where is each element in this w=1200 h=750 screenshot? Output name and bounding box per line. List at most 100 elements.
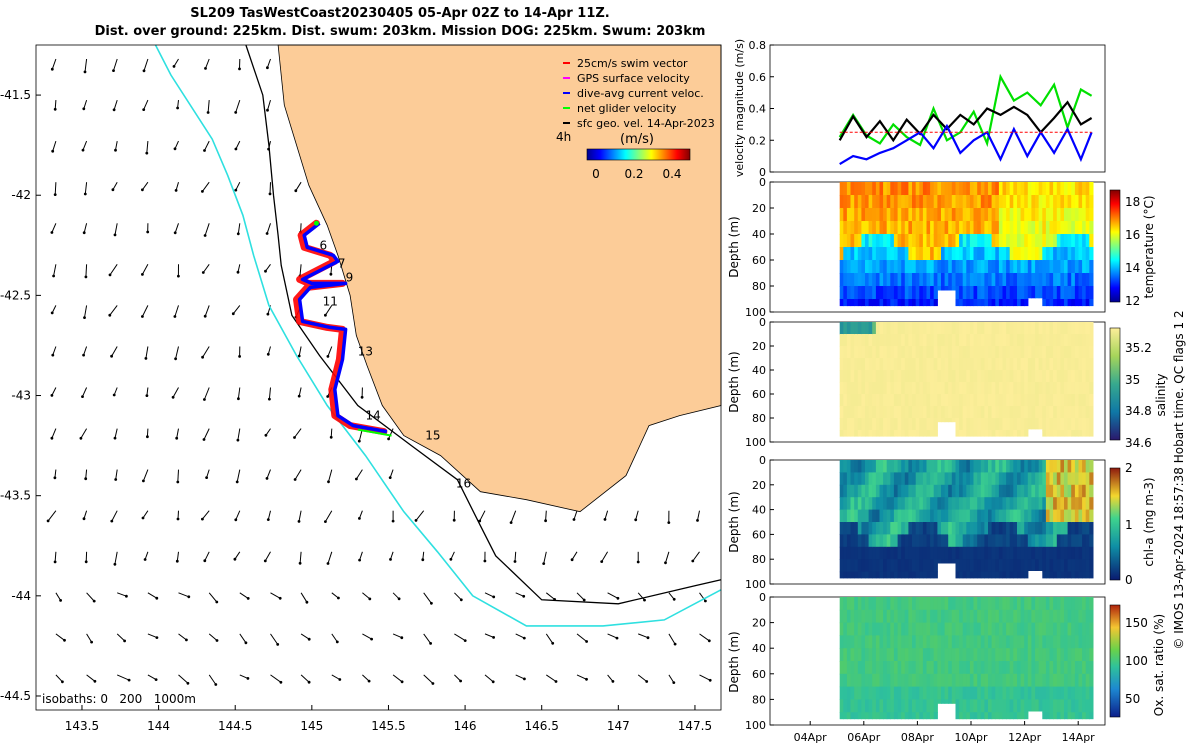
heatmap-cell: [988, 460, 993, 473]
heatmap-cell: [926, 635, 931, 649]
heatmap-cell: [875, 370, 881, 383]
heatmap-cell: [1035, 247, 1040, 261]
current-arrow: [111, 346, 118, 357]
heatmap-cell: [861, 635, 866, 649]
current-arrow-head: [297, 520, 301, 523]
heatmap-cell: [1009, 661, 1014, 675]
heatmap-cell: [1038, 286, 1043, 299]
heatmap-cell: [1017, 712, 1022, 720]
heatmap-cell: [875, 260, 881, 274]
heatmap-cell: [893, 522, 899, 535]
heatmap-cell: [886, 418, 891, 431]
map-y-tick-label: -43: [11, 389, 31, 403]
heatmap-cell: [962, 195, 967, 209]
heatmap-cell: [1071, 370, 1076, 383]
heatmap-cell: [1006, 661, 1011, 675]
heatmap-cell: [897, 622, 902, 636]
heatmap-cell: [893, 273, 899, 287]
heatmap-cell: [1064, 686, 1069, 700]
heatmap-cell: [1020, 382, 1025, 395]
heatmap-cell: [875, 472, 881, 486]
current-arrow: [324, 305, 333, 316]
heatmap-cell: [984, 382, 989, 395]
heatmap-cell: [1013, 358, 1018, 371]
map-legend: 25cm/s swim vector GPS surface velocity …: [563, 57, 715, 130]
heatmap-cell: [912, 497, 917, 511]
current-arrow-head: [615, 636, 619, 640]
heatmap-cell: [1053, 522, 1058, 535]
heatmap-cell: [890, 661, 895, 675]
current-arrow-head: [59, 599, 62, 602]
heatmap-cell: [951, 346, 956, 359]
heatmap-cell: [980, 430, 985, 437]
heatmap-cell: [1053, 484, 1058, 498]
heatmap-cell: [1009, 247, 1014, 261]
heatmap-cell: [850, 648, 855, 662]
current-arrow-head: [174, 189, 178, 192]
heatmap-cell: [875, 430, 881, 437]
heatmap-cell: [1085, 299, 1090, 307]
heatmap-cell: [868, 358, 873, 371]
heatmap-cell: [995, 460, 1000, 473]
heatmap-cell: [1056, 546, 1061, 560]
current-arrow: [324, 510, 333, 522]
heatmap-cell: [915, 509, 920, 523]
heatmap-cell: [998, 534, 1004, 548]
heatmap-cell: [1067, 260, 1072, 274]
map-x-tick-label: 143.5: [65, 719, 99, 733]
heatmap-cell: [1064, 609, 1069, 624]
heatmap-cell: [1082, 358, 1087, 371]
current-arrow-head: [542, 562, 546, 565]
velocity-series-line: [838, 73, 1093, 148]
heatmap-cell: [1082, 635, 1087, 649]
heatmap-cell: [951, 460, 956, 473]
heatmap-cell: [1060, 418, 1065, 431]
current-arrow-head: [123, 639, 126, 643]
heatmap-cell: [1031, 322, 1036, 335]
legend-label-gps: GPS surface velocity: [577, 72, 690, 85]
heatmap-cell: [951, 472, 956, 486]
heatmap-cell: [1060, 299, 1065, 307]
heatmap-cell: [915, 346, 920, 359]
heatmap-cell: [897, 546, 902, 560]
heatmap-cell: [998, 247, 1004, 261]
heatmap-cell: [1067, 221, 1072, 235]
heatmap-cell: [977, 472, 982, 486]
heatmap-cell: [944, 648, 949, 662]
velocity-y-tick-label: 0.2: [749, 134, 767, 147]
current-arrow: [208, 592, 218, 603]
heatmap-cell: [1089, 286, 1094, 300]
heatmap-cell: [897, 673, 902, 688]
heatmap-cell: [930, 195, 935, 209]
heatmap-cell: [941, 382, 946, 395]
current-arrow-head: [326, 355, 330, 358]
heatmap-cell: [977, 460, 982, 473]
heatmap-cell: [872, 406, 877, 419]
heatmap-cell: [944, 673, 949, 688]
current-arrow-head: [82, 517, 86, 521]
heatmap-cell: [959, 635, 964, 649]
heatmap-cell: [959, 195, 964, 209]
current-arrow: [510, 510, 517, 523]
heatmap-cell: [890, 472, 895, 486]
heatmap-cell: [948, 195, 953, 209]
heatmap-cell: [1074, 661, 1080, 675]
heatmap-cell: [1071, 622, 1076, 636]
heatmap-cell: [843, 358, 848, 371]
legend-label-net: net glider velocity: [577, 102, 677, 115]
heatmap-cell: [951, 609, 956, 624]
heatmap-cell: [1035, 182, 1040, 196]
heatmap-cell: [922, 622, 928, 636]
heatmap-cell: [1027, 406, 1032, 419]
heatmap-cell: [995, 299, 1000, 307]
heatmap-cell: [839, 534, 844, 548]
heatmap-cell: [912, 234, 917, 248]
heatmap-cell: [1064, 322, 1069, 335]
heatmap-cell: [937, 460, 942, 473]
heatmap-cell: [922, 406, 928, 419]
heatmap-cell: [890, 484, 895, 498]
heatmap-cell: [926, 597, 931, 611]
heatmap-cell: [904, 597, 909, 611]
heatmap-cell: [1017, 299, 1022, 307]
heatmap-cell: [937, 686, 942, 700]
